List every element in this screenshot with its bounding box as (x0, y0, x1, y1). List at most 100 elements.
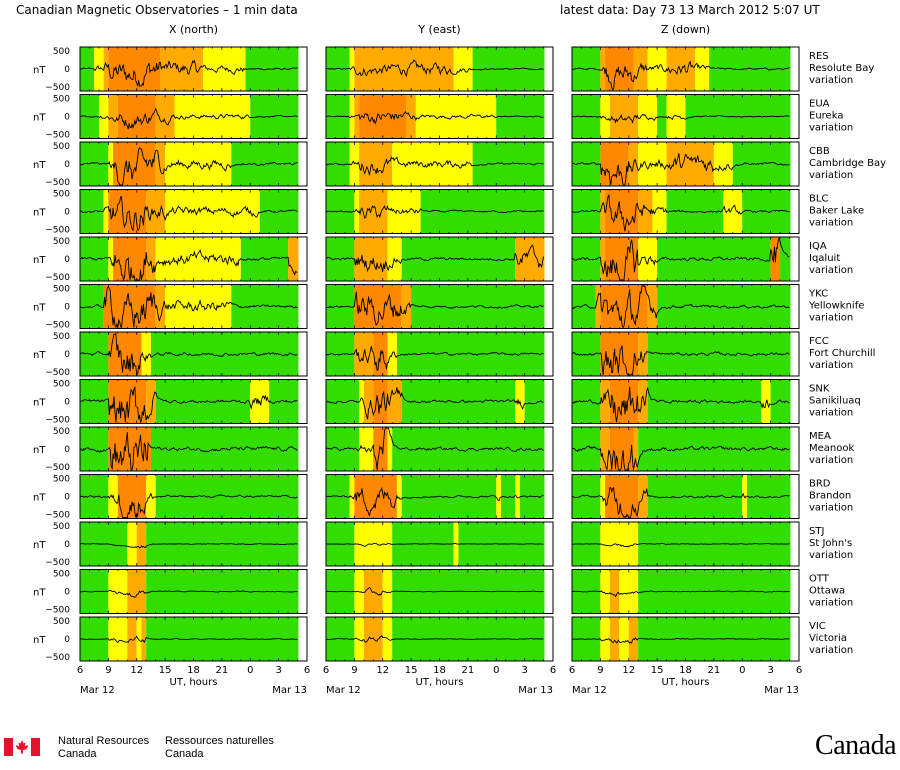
activity-band (349, 474, 355, 519)
activity-band (108, 189, 147, 234)
magnetic-variation-trace (79, 196, 298, 232)
station-name: Victoria (809, 633, 847, 644)
station-code: BRD (809, 479, 831, 490)
activity-band (780, 237, 791, 281)
y-axis-label: nT (33, 303, 46, 314)
x-tick-label: 0 (247, 665, 253, 676)
activity-band (396, 474, 402, 519)
activity-band (80, 94, 99, 139)
activity-band (600, 237, 606, 281)
y-tick-label: −500 (45, 83, 70, 93)
activity-band (354, 474, 397, 519)
activity-band (387, 427, 393, 471)
activity-band (713, 142, 733, 186)
activity-band (600, 189, 606, 234)
x-tick-label: 21 (462, 665, 475, 676)
station-code: SNK (809, 384, 830, 395)
activity-band (80, 284, 104, 329)
activity-band (359, 189, 388, 234)
station-code: STJ (809, 526, 824, 537)
magnetic-variation-trace (80, 107, 298, 130)
station-code: MEA (809, 431, 831, 442)
y-axis-label: nT (33, 65, 46, 76)
column-title: Z (down) (661, 23, 710, 36)
activity-band (288, 237, 299, 281)
station-name: Ottawa (809, 586, 845, 597)
y-tick-label: −500 (45, 178, 70, 188)
activity-band (500, 474, 516, 519)
date-end-label: Mar 13 (764, 685, 799, 696)
x-tick-label: 6 (796, 665, 802, 676)
y-tick-label: 0 (64, 65, 70, 75)
column-title: X (north) (169, 23, 218, 36)
magnetic-variation-trace (79, 589, 298, 598)
station-name: Fort Churchill (809, 348, 875, 359)
x-tick-label: 18 (187, 665, 200, 676)
activity-band (515, 237, 545, 281)
activity-band (595, 284, 601, 329)
station-code: EUA (809, 99, 830, 110)
activity-band (401, 284, 412, 329)
magnetic-variation-trace (326, 486, 544, 517)
activity-band (373, 427, 388, 471)
activity-band (108, 142, 114, 186)
y-tick-label: 0 (64, 350, 70, 360)
activity-band (406, 94, 416, 139)
y-axis-label: nT (33, 255, 46, 266)
station-suffix: variation (809, 313, 853, 324)
activity-band (600, 427, 610, 471)
magnetic-variation-trace (571, 636, 790, 644)
y-tick-label: 0 (64, 255, 70, 265)
activity-band (359, 94, 407, 139)
x-tick-label: 0 (493, 665, 499, 676)
station-name: Eureka (809, 111, 843, 122)
activity-band (600, 569, 610, 614)
x-tick-label: 18 (433, 665, 446, 676)
y-tick-label: −500 (45, 558, 70, 568)
activity-band (326, 47, 350, 91)
magnetic-variation-trace (571, 386, 790, 423)
magnetic-variation-trace (326, 110, 544, 125)
x-tick-label: 6 (323, 665, 329, 676)
x-tick-label: 3 (521, 665, 527, 676)
magnetic-variation-trace (571, 236, 790, 281)
canada-flag-icon (4, 738, 40, 756)
station-name: Meanook (809, 443, 854, 454)
y-tick-label: −500 (45, 321, 70, 331)
magnetic-variation-trace (571, 113, 790, 124)
x-tick-label: 9 (105, 665, 111, 676)
x-tick-label: 15 (651, 665, 664, 676)
y-tick-label: −500 (45, 416, 70, 426)
activity-band (638, 94, 658, 139)
activity-band (108, 569, 128, 614)
magnetic-variation-trace (79, 248, 298, 282)
magnetic-variation-trace (326, 59, 544, 78)
activity-band (354, 47, 454, 91)
magnetic-variation-trace (571, 590, 790, 598)
y-tick-label: 0 (64, 635, 70, 645)
activity-band (600, 94, 610, 139)
activity-band (638, 427, 791, 471)
latest-data-label: latest data: Day 73 13 March 2012 5:07 U… (560, 3, 820, 17)
magnetic-variation-trace (325, 427, 544, 470)
magnetic-variation-trace (325, 634, 544, 644)
activity-band (638, 189, 653, 234)
x-tick-label: 21 (216, 665, 229, 676)
y-tick-label: 0 (64, 303, 70, 313)
activity-band (496, 474, 501, 519)
y-tick-label: 0 (64, 588, 70, 598)
y-axis-label: nT (33, 208, 46, 219)
activity-band (647, 284, 658, 329)
magnetic-variation-trace (571, 345, 790, 376)
activity-band (80, 379, 109, 424)
magnetic-variation-trace (325, 387, 544, 420)
y-tick-label: 500 (53, 142, 70, 152)
x-axis-label: UT, hours (416, 677, 464, 688)
x-tick-label: 3 (275, 665, 281, 676)
station-name: Sanikiluaq (809, 396, 861, 407)
station-suffix: variation (809, 503, 853, 514)
magnetic-variation-trace (79, 432, 298, 471)
nrcan-french-line1: Ressources naturelles (165, 735, 274, 747)
x-tick-label: 9 (351, 665, 357, 676)
station-suffix: variation (809, 408, 853, 419)
